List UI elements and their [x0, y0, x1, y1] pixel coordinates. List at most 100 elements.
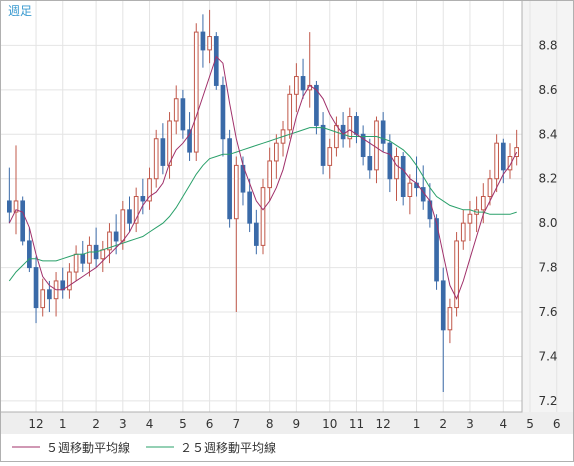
x-tick-label: 3: [119, 417, 127, 431]
candle-body: [454, 240, 459, 309]
x-tick-label: 1: [413, 417, 421, 431]
candle-body: [147, 178, 152, 202]
candle-body: [320, 124, 326, 166]
candle-body: [400, 156, 406, 198]
candle: [220, 76, 226, 157]
candle: [247, 178, 252, 233]
candle-body: [460, 222, 466, 242]
candle-body: [260, 187, 266, 246]
candle-body: [7, 200, 12, 213]
candle: [87, 236, 92, 277]
candle: [374, 116, 379, 184]
ma25-line: [8, 127, 517, 282]
candle-body: [434, 218, 439, 282]
candle: [200, 14, 206, 68]
candle-body: [193, 31, 199, 153]
candle-body: [140, 196, 146, 202]
x-tick-label: 4: [499, 417, 507, 431]
candle: [207, 9, 212, 64]
candle-body: [220, 84, 226, 140]
candle-body: [380, 120, 386, 144]
candle: [494, 134, 499, 193]
candles: [7, 9, 519, 393]
candle-body: [207, 36, 212, 51]
candle-body: [514, 147, 519, 158]
candle: [327, 138, 333, 179]
candle-body: [274, 142, 279, 162]
x-tick-label: 5: [179, 417, 187, 431]
candle: [447, 298, 453, 344]
candle-body: [13, 200, 19, 213]
candle: [40, 278, 46, 317]
candle: [147, 167, 152, 210]
candle: [267, 147, 273, 201]
legend-ma25-label: ２５週移動平均線: [180, 440, 276, 455]
candle: [260, 178, 266, 255]
x-tick-label: 6: [206, 417, 214, 431]
x-tick-label: 5: [526, 417, 534, 431]
x-tick-label: 7: [232, 417, 240, 431]
candle: [167, 112, 172, 179]
candle: [500, 138, 506, 184]
candle-body: [447, 307, 453, 331]
candle-body: [487, 178, 493, 198]
candle-body: [27, 240, 32, 269]
grid-lines: [0, 1, 558, 412]
candle-body: [247, 191, 252, 224]
candle-body: [73, 253, 79, 273]
candle-body: [507, 156, 513, 171]
candle-body: [407, 182, 413, 198]
candle-body: [334, 124, 339, 149]
candle: [300, 58, 306, 99]
candle: [13, 145, 19, 235]
candle: [387, 134, 393, 193]
candle-body: [394, 156, 399, 180]
candle-body: [367, 156, 373, 171]
candle-body: [354, 116, 359, 135]
y-tick-label: 7.6: [538, 305, 557, 319]
candle-body: [160, 138, 166, 166]
candle: [400, 152, 406, 206]
candle-body: [294, 76, 299, 95]
y-tick-labels: 8.8 8.6 8.4 8.2 8.0 7.8 7.6 7.4 7.2: [538, 38, 557, 407]
candle-body: [127, 209, 132, 224]
candle: [454, 232, 459, 317]
candle: [460, 209, 466, 250]
candle: [233, 156, 239, 313]
candle-body: [187, 129, 192, 153]
candle-body: [314, 84, 319, 126]
candle-body: [167, 120, 172, 166]
y-tick-label: 8.6: [538, 83, 557, 97]
candle-body: [253, 222, 259, 246]
candle: [227, 129, 232, 228]
x-tick-labels: 1212345678910111212345678: [28, 417, 560, 431]
candle-body: [227, 138, 232, 220]
candle: [360, 125, 366, 166]
y-tick-label: 8.4: [538, 127, 557, 141]
candle-body: [327, 147, 333, 166]
candle: [380, 112, 386, 153]
candle-body: [120, 209, 126, 242]
candle-body: [107, 231, 112, 251]
candle: [173, 85, 179, 135]
candle-body: [20, 200, 26, 242]
candle-body: [87, 244, 92, 264]
candle: [67, 263, 72, 299]
candle-body: [47, 289, 52, 300]
candle: [487, 169, 493, 206]
candle-body: [267, 160, 273, 189]
candle: [467, 200, 473, 241]
x-tick-label: 12: [28, 417, 43, 431]
candle-body: [67, 271, 72, 291]
x-axis-strip: [1, 412, 573, 434]
y-tick-label: 8.2: [538, 172, 557, 186]
candle-body: [494, 142, 499, 180]
candle: [33, 256, 39, 324]
candle-body: [33, 267, 39, 309]
candle-body: [153, 138, 159, 180]
candle: [20, 196, 26, 246]
candle: [193, 23, 199, 161]
